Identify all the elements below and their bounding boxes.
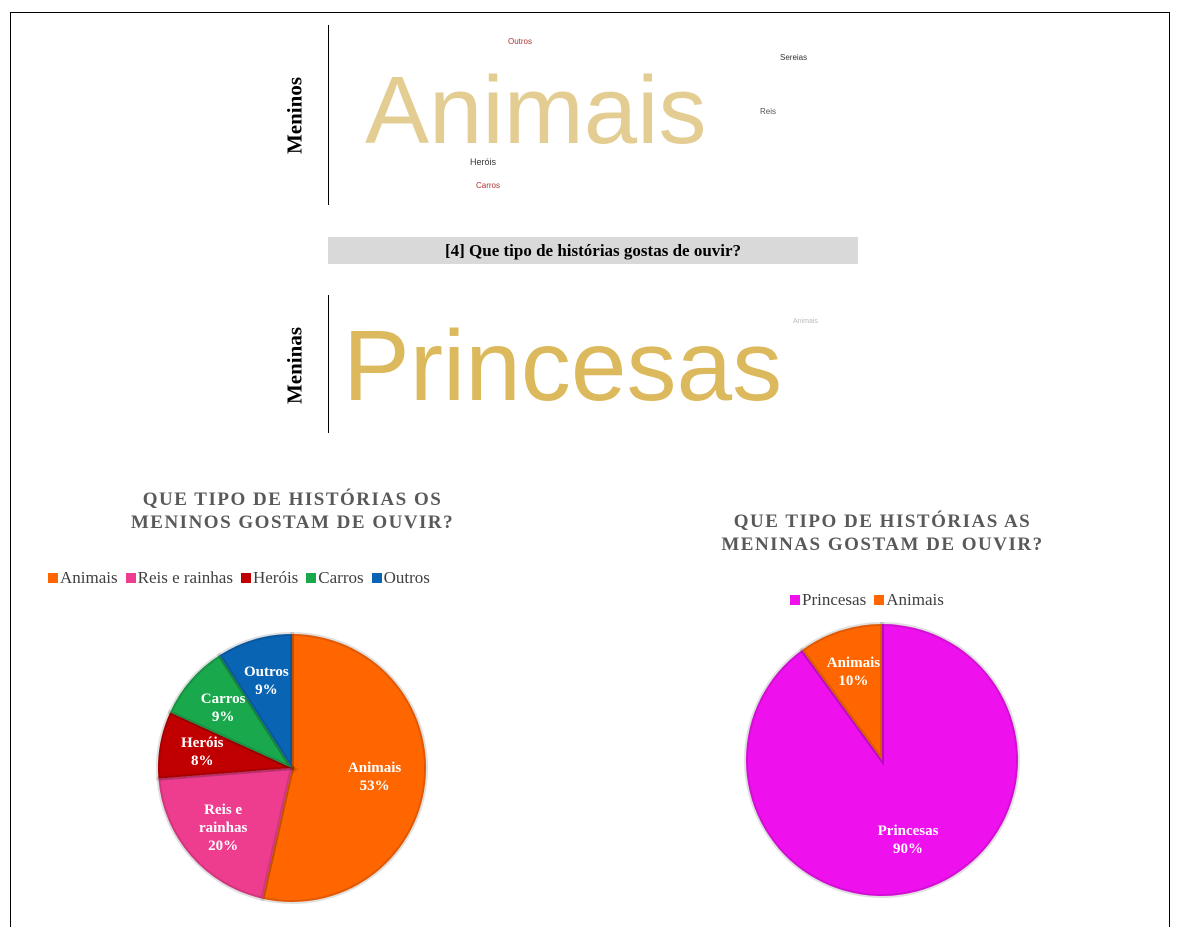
pie-slice xyxy=(799,621,884,767)
divider xyxy=(328,295,329,433)
legend-label: Heróis xyxy=(252,568,299,587)
legend-label: Princesas xyxy=(802,590,867,609)
legend-item: Animais xyxy=(48,568,118,588)
data-label-text: 90% xyxy=(893,841,924,858)
cloud-word: Princesas xyxy=(343,310,783,422)
border xyxy=(10,12,11,927)
legend-label: Carros xyxy=(318,568,364,587)
legend-swatch xyxy=(371,573,382,583)
legend-swatch xyxy=(125,573,136,583)
data-label-text: 8% xyxy=(191,753,214,770)
legend: Animais Reis e rainhas Heróis Carros Outros xyxy=(48,568,430,588)
data-label-text: 9% xyxy=(255,681,278,698)
data-label-text: 9% xyxy=(211,709,235,726)
chart-title: QUE TIPO DE HISTÓRIAS AS MENINAS GOSTAM … xyxy=(721,511,1044,555)
data-label-text: Heróis xyxy=(181,735,224,752)
legend-item: Heróis xyxy=(240,568,299,588)
cloud-word: Animais xyxy=(793,318,818,325)
legend-label: Animais xyxy=(60,568,118,587)
data-label-text: 20% xyxy=(208,837,239,854)
pie-slice xyxy=(216,631,294,775)
legend-label: Outros xyxy=(383,568,430,587)
cloud-word: Outros xyxy=(508,37,533,46)
pie-slice xyxy=(156,765,295,902)
pie-slice xyxy=(167,652,298,773)
data-label-text: 53% xyxy=(359,778,390,795)
data-label: Animais 10% xyxy=(818,654,888,690)
data-label-text: Animais xyxy=(826,655,881,672)
cloud-word: Reis xyxy=(760,107,777,116)
data-label-text: Princesas xyxy=(877,823,939,840)
pie-slice xyxy=(260,631,428,904)
data-label: Princesas 90% xyxy=(873,822,943,858)
data-label-text: Outros xyxy=(243,663,289,680)
legend-item: Outros xyxy=(371,568,430,588)
legend-swatch xyxy=(240,573,251,583)
legend-swatch xyxy=(874,595,885,605)
legend-item: Reis e rainhas xyxy=(125,568,233,588)
legend: Princesas Animais xyxy=(790,590,944,610)
legend-label: Reis e rainhas xyxy=(137,568,233,587)
question: [4] Que tipo de histórias gostas de ouvi… xyxy=(328,237,858,264)
legend-swatch xyxy=(306,573,317,583)
data-label: Carros 9% xyxy=(188,690,258,726)
data-label-text: Reis e rainhas xyxy=(198,801,248,836)
legend-item: Animais xyxy=(874,590,944,610)
cloud-word: Animais xyxy=(365,57,707,164)
data-label: Animais 53% xyxy=(340,759,410,795)
data-label: Heróis 8% xyxy=(167,734,237,770)
data-label-text: Carros xyxy=(200,691,246,708)
legend-swatch xyxy=(48,573,58,583)
border xyxy=(1169,12,1170,927)
cloud-word: Sereias xyxy=(780,53,808,62)
legend-item: Carros xyxy=(306,568,364,588)
cloud-word: Heróis xyxy=(470,157,497,167)
data-label-text: Animais xyxy=(347,760,402,777)
border xyxy=(10,12,1170,13)
data-label-text: 10% xyxy=(838,673,869,690)
legend-swatch xyxy=(790,595,800,605)
chart-title: QUE TIPO DE HISTÓRIAS OS MENINOS GOSTAM … xyxy=(130,489,455,533)
cloud-word: Carros xyxy=(476,181,501,190)
data-label: Outros 9% xyxy=(231,663,301,699)
legend-item: Princesas xyxy=(790,590,866,610)
pie-slice xyxy=(156,709,300,781)
data-label: Reis e rainhas 20% xyxy=(188,801,258,855)
legend-label: Animais xyxy=(886,590,944,609)
divider xyxy=(328,25,329,205)
pie-slice xyxy=(744,621,1020,898)
